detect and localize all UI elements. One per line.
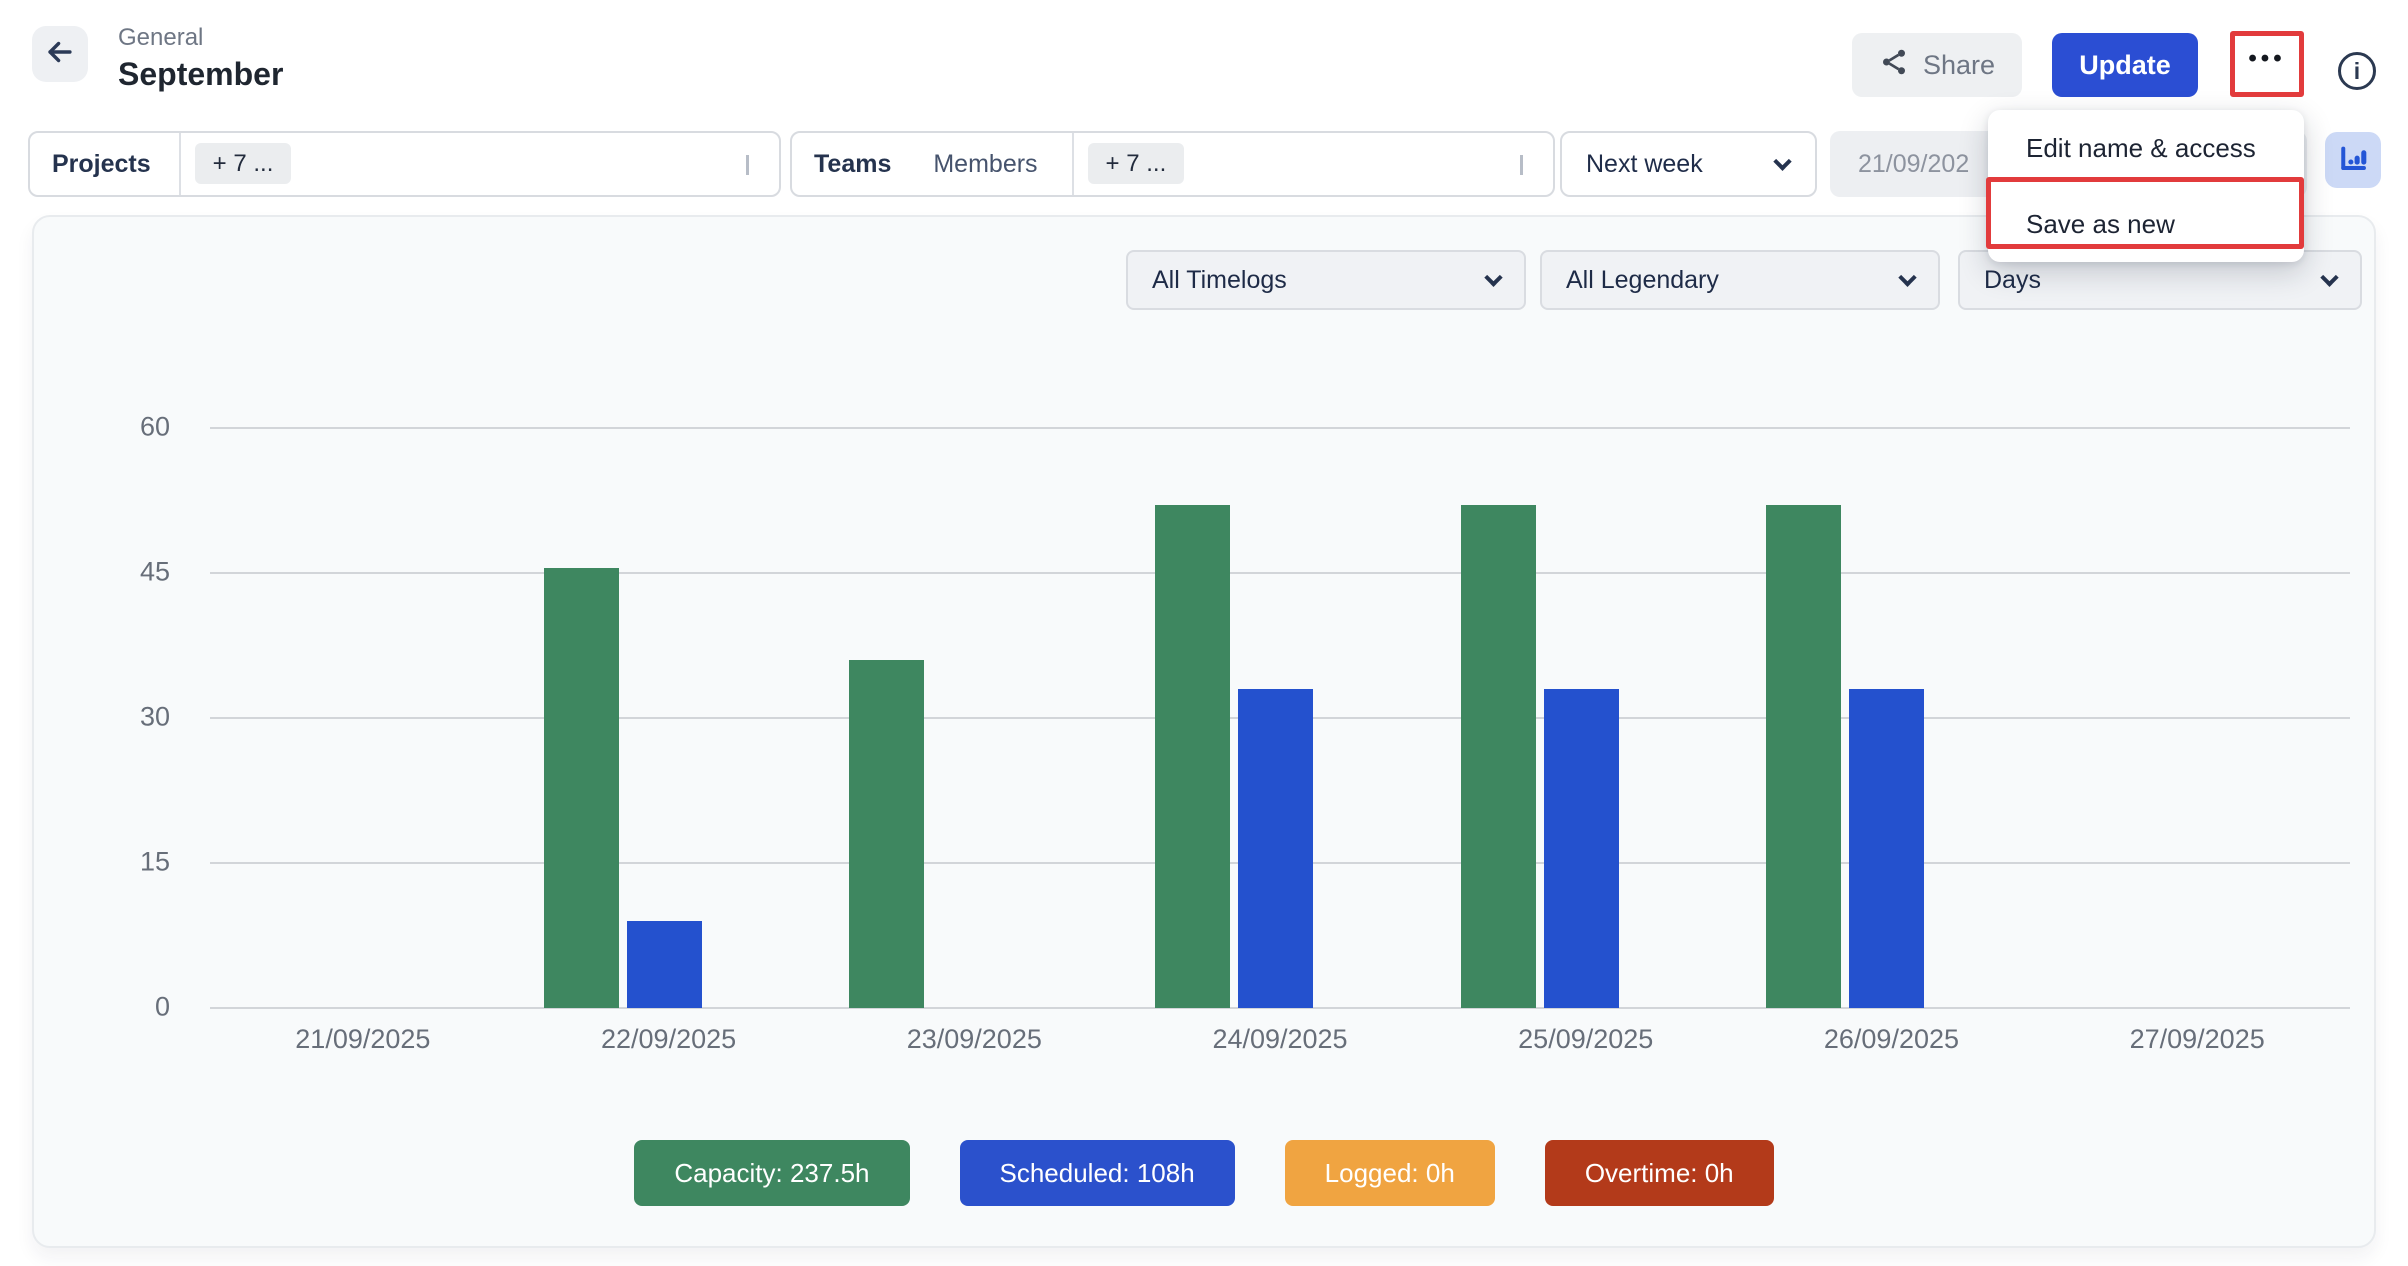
projects-selected-chip[interactable]: + 7 ...: [194, 143, 292, 184]
x-axis-label-21/09/2025: 21/09/2025: [295, 1024, 431, 1054]
band-24/09/2025: 24/09/2025: [1127, 428, 1433, 1054]
bars-region: 21/09/2025 22/09/2025 23/09/2025 24/09/2025…: [210, 428, 2350, 1054]
date-range-select[interactable]: Next week: [1560, 131, 1817, 197]
legendary-value: All Legendary: [1566, 265, 1719, 294]
legend-logged[interactable]: Logged: 0h: [1284, 1140, 1495, 1206]
breadcrumb: General: [118, 24, 204, 51]
chevron-down-icon: [1520, 155, 1523, 175]
bar-capacity-23/09/2025[interactable]: [849, 660, 925, 1008]
menu-item-save-as-new[interactable]: Save as new: [2026, 208, 2175, 239]
bar-scheduled-22/09/2025[interactable]: [626, 921, 702, 1008]
share-icon: [1879, 47, 1909, 84]
teams-selected-chip[interactable]: + 7 ...: [1087, 143, 1185, 184]
projects-filter[interactable]: Projects + 7 ...: [28, 131, 781, 197]
y-axis-tick-30: 30: [139, 701, 170, 732]
band-22/09/2025: 22/09/2025: [516, 428, 822, 1054]
bar-capacity-22/09/2025[interactable]: [543, 568, 619, 1008]
bar-scheduled-24/09/2025[interactable]: [1238, 689, 1314, 1008]
timelogs-value: All Timelogs: [1152, 265, 1287, 294]
members-tab[interactable]: Members: [933, 149, 1038, 178]
update-label: Update: [2079, 49, 2171, 80]
x-axis-label-23/09/2025: 23/09/2025: [906, 1024, 1042, 1054]
chevron-down-icon: [1898, 267, 1917, 287]
y-axis-tick-0: 0: [154, 991, 170, 1022]
annotation-box-more: •••: [2230, 31, 2304, 97]
bar-scheduled-26/09/2025[interactable]: [1849, 689, 1925, 1008]
bar-capacity-24/09/2025[interactable]: [1155, 505, 1231, 1008]
x-axis-label-27/09/2025: 27/09/2025: [2129, 1024, 2265, 1054]
chevron-down-icon: [746, 155, 749, 175]
menu-item-edit-name-access[interactable]: Edit name & access: [2026, 132, 2256, 163]
divider: [178, 133, 181, 195]
more-button[interactable]: •••: [2235, 36, 2299, 92]
x-axis-label-24/09/2025: 24/09/2025: [1212, 1024, 1348, 1054]
band-21/09/2025: 21/09/2025: [210, 428, 516, 1054]
bar-chart-icon: [2337, 142, 2369, 179]
band-25/09/2025: 25/09/2025: [1433, 428, 1739, 1054]
chart-view-button[interactable]: [2325, 132, 2381, 188]
info-button[interactable]: i: [2338, 52, 2376, 90]
chart-legend: Capacity: 237.5h Scheduled: 108h Logged:…: [32, 1140, 2376, 1206]
bar-scheduled-25/09/2025[interactable]: [1543, 689, 1619, 1008]
band-23/09/2025: 23/09/2025: [821, 428, 1127, 1054]
share-label: Share: [1922, 49, 1996, 80]
bar-capacity-26/09/2025[interactable]: [1766, 505, 1842, 1008]
bar-capacity-25/09/2025[interactable]: [1460, 505, 1536, 1008]
granularity-value: Days: [1984, 265, 2041, 294]
info-icon: i: [2353, 57, 2361, 84]
chevron-down-icon: [1773, 151, 1792, 171]
plot-area: 60 45 30 15 0 21/09/2025 22/09/2025 23/09/2025 2…: [140, 411, 2350, 1054]
divider: [1071, 133, 1074, 195]
date-range-value: Next week: [1586, 149, 1703, 178]
gridline-60: [210, 427, 2350, 429]
update-button[interactable]: Update: [2052, 33, 2198, 97]
chevron-down-icon: [2320, 267, 2339, 287]
legend-capacity[interactable]: Capacity: 237.5h: [634, 1140, 910, 1206]
y-axis-tick-60: 60: [139, 411, 170, 442]
back-button[interactable]: [32, 26, 88, 82]
gridline-0: [210, 1007, 2350, 1009]
page-title: September: [118, 56, 284, 92]
x-axis-label-26/09/2025: 26/09/2025: [1823, 1024, 1960, 1054]
gridline-45: [210, 572, 2350, 574]
chevron-down-icon: [1484, 267, 1503, 287]
projects-label: Projects: [52, 149, 151, 178]
more-menu: Edit name & access Save as new: [1988, 110, 2304, 262]
legend-scheduled[interactable]: Scheduled: 108h: [959, 1140, 1235, 1206]
band-26/09/2025: 26/09/2025: [1739, 428, 2045, 1054]
teams-members-filter[interactable]: Teams Members + 7 ...: [790, 131, 1555, 197]
legend-overtime[interactable]: Overtime: 0h: [1544, 1140, 1774, 1206]
timelogs-select[interactable]: All Timelogs: [1126, 250, 1526, 310]
y-axis-tick-45: 45: [139, 556, 170, 587]
ellipsis-icon: •••: [2248, 45, 2286, 72]
date-value: 21/09/202: [1858, 149, 1970, 178]
teams-tab[interactable]: Teams: [814, 149, 892, 178]
legendary-select[interactable]: All Legendary: [1540, 250, 1940, 310]
y-axis-tick-15: 15: [139, 846, 170, 877]
share-button[interactable]: Share: [1852, 33, 2022, 97]
arrow-left-icon: [43, 35, 77, 74]
band-27/09/2025: 27/09/2025: [2044, 428, 2350, 1054]
x-axis-label-22/09/2025: 22/09/2025: [601, 1024, 737, 1054]
x-axis-label-25/09/2025: 25/09/2025: [1518, 1024, 1654, 1054]
